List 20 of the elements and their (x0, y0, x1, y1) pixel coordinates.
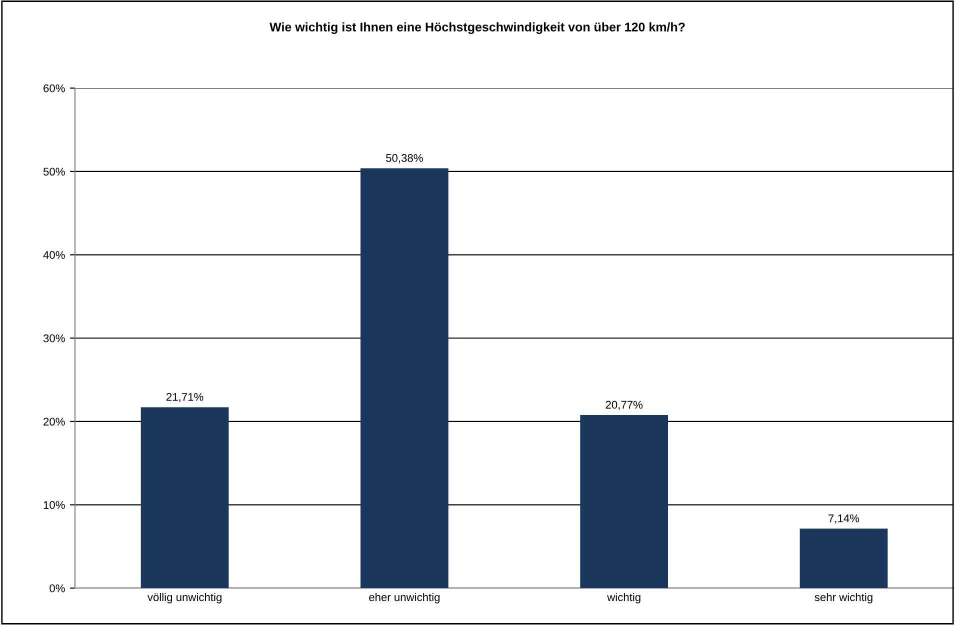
bar (140, 407, 229, 588)
x-tick-label: wichtig (607, 592, 640, 604)
y-tick-label: 0% (50, 584, 65, 592)
bar (800, 528, 888, 588)
data-label: 21,71% (166, 392, 204, 402)
data-label: 50,38% (386, 154, 423, 164)
x-tick-label: eher unwichtig (369, 592, 440, 604)
bar (360, 168, 448, 588)
chart-title: Wie wichtig ist Ihnen eine Höchstgeschwindigkeit von über 120 km/h? (270, 22, 685, 34)
data-label: 20,77% (606, 400, 643, 410)
y-tick-label: 30% (43, 334, 65, 342)
y-tick-label: 20% (44, 418, 65, 426)
y-tick-label: 60% (44, 84, 65, 92)
x-tick-label: völlig unwichtig (147, 592, 222, 604)
bar (580, 415, 668, 588)
data-label: 7,14% (828, 514, 860, 524)
x-tick-label: sehr wichtig (814, 592, 872, 604)
y-tick-label: 10% (44, 501, 65, 509)
y-tick-label: 40% (43, 251, 65, 259)
y-tick-label: 50% (43, 168, 65, 176)
